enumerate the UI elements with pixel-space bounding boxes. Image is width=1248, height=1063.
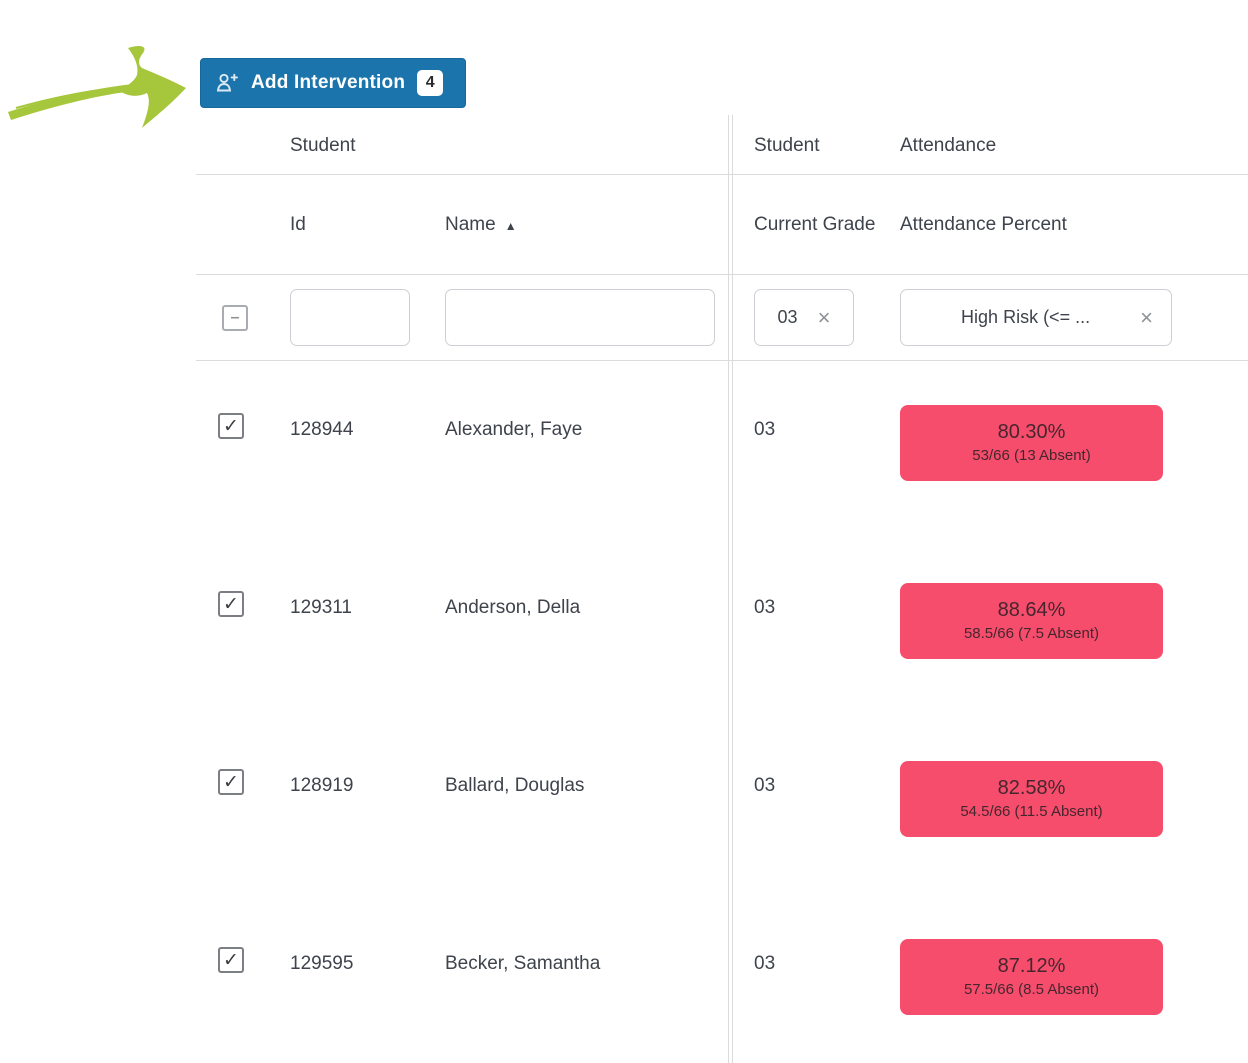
- students-table: Student Student Attendance Id Name ▲ Curr…: [196, 115, 1248, 1063]
- student-name-cell: Anderson, Della: [445, 597, 581, 618]
- green-arrow-icon: [8, 45, 186, 128]
- column-header-attendance-percent[interactable]: Attendance Percent: [900, 213, 1067, 235]
- attendance-badge: 88.64% 58.5/66 (7.5 Absent): [900, 583, 1163, 659]
- attendance-detail-value: 54.5/66 (11.5 Absent): [960, 803, 1103, 820]
- student-name-cell: Becker, Samantha: [445, 953, 601, 974]
- attendance-filter-value: High Risk (<= ...: [961, 307, 1091, 327]
- row-checkbox[interactable]: ✓: [218, 769, 244, 795]
- attendance-percent-value: 88.64%: [997, 599, 1066, 621]
- row-checkbox[interactable]: ✓: [218, 591, 244, 617]
- attendance-percent-value: 80.30%: [997, 421, 1066, 443]
- student-id-cell: 129311: [290, 597, 352, 618]
- add-intervention-button[interactable]: Add Intervention 4: [200, 58, 466, 108]
- attendance-filter-chip[interactable]: High Risk (<= ... ×: [900, 289, 1172, 346]
- attendance-badge: 87.12% 57.5/66 (8.5 Absent): [900, 939, 1163, 1015]
- current-grade-cell: 03: [754, 597, 776, 618]
- tutorial-arrow: [6, 44, 196, 139]
- attendance-percent-value: 82.58%: [997, 777, 1066, 799]
- row-checkbox[interactable]: ✓: [218, 413, 244, 439]
- row-checkbox[interactable]: ✓: [218, 947, 244, 973]
- attendance-badge: 82.58% 54.5/66 (11.5 Absent): [900, 761, 1163, 837]
- filter-row: – 03 × High Risk (<= ... ×: [196, 275, 1248, 361]
- selected-count-badge: 4: [417, 70, 444, 96]
- student-id-cell: 128944: [290, 419, 354, 440]
- grade-filter-value: 03: [777, 307, 798, 327]
- student-name-cell: Ballard, Douglas: [445, 775, 585, 796]
- current-grade-cell: 03: [754, 775, 776, 796]
- column-group-divider: [728, 115, 733, 1063]
- table-row[interactable]: ✓ 128919 Ballard, Douglas 03 82.58% 54.5…: [196, 717, 1248, 895]
- group-header-row: Student Student Attendance: [196, 118, 1248, 175]
- id-filter-input[interactable]: [290, 289, 410, 346]
- student-id-cell: 129595: [290, 953, 354, 974]
- table-body: ✓ 128944 Alexander, Faye 03 80.30% 53/66…: [196, 361, 1248, 1063]
- grade-filter-clear-icon[interactable]: ×: [817, 304, 831, 330]
- column-header-name[interactable]: Name ▲: [445, 214, 730, 236]
- column-header-name-label: Name: [445, 213, 496, 235]
- column-header-row: Id Name ▲ Current Grade Attendance Percen…: [196, 175, 1248, 275]
- attendance-percent-value: 87.12%: [997, 955, 1066, 977]
- sort-ascending-icon: ▲: [504, 218, 517, 233]
- column-header-id[interactable]: Id: [290, 213, 306, 235]
- attendance-filter-clear-icon[interactable]: ×: [1140, 304, 1153, 330]
- attendance-detail-value: 58.5/66 (7.5 Absent): [963, 625, 1100, 642]
- group-header-attendance: Attendance: [900, 135, 997, 156]
- student-name-cell: Alexander, Faye: [445, 419, 583, 440]
- attendance-detail-value: 57.5/66 (8.5 Absent): [963, 981, 1100, 998]
- group-header-student-left: Student: [290, 135, 356, 156]
- attendance-detail-value: 53/66 (13 Absent): [972, 447, 1091, 464]
- table-row[interactable]: ✓ 129311 Anderson, Della 03 88.64% 58.5/…: [196, 539, 1248, 717]
- add-intervention-label: Add Intervention: [251, 72, 406, 93]
- attendance-badge: 80.30% 53/66 (13 Absent): [900, 405, 1163, 481]
- column-header-current-grade[interactable]: Current Grade: [754, 214, 876, 235]
- student-id-cell: 128919: [290, 775, 354, 796]
- user-plus-icon: [216, 73, 238, 92]
- table-row[interactable]: ✓ 129595 Becker, Samantha 03 87.12% 57.5…: [196, 895, 1248, 1063]
- table-row[interactable]: ✓ 128944 Alexander, Faye 03 80.30% 53/66…: [196, 361, 1248, 539]
- grade-filter-chip[interactable]: 03 ×: [754, 289, 854, 346]
- select-all-checkbox[interactable]: –: [222, 304, 248, 331]
- name-filter-input[interactable]: [445, 289, 715, 346]
- current-grade-cell: 03: [754, 953, 776, 974]
- current-grade-cell: 03: [754, 419, 776, 440]
- group-header-student-right: Student: [754, 135, 820, 156]
